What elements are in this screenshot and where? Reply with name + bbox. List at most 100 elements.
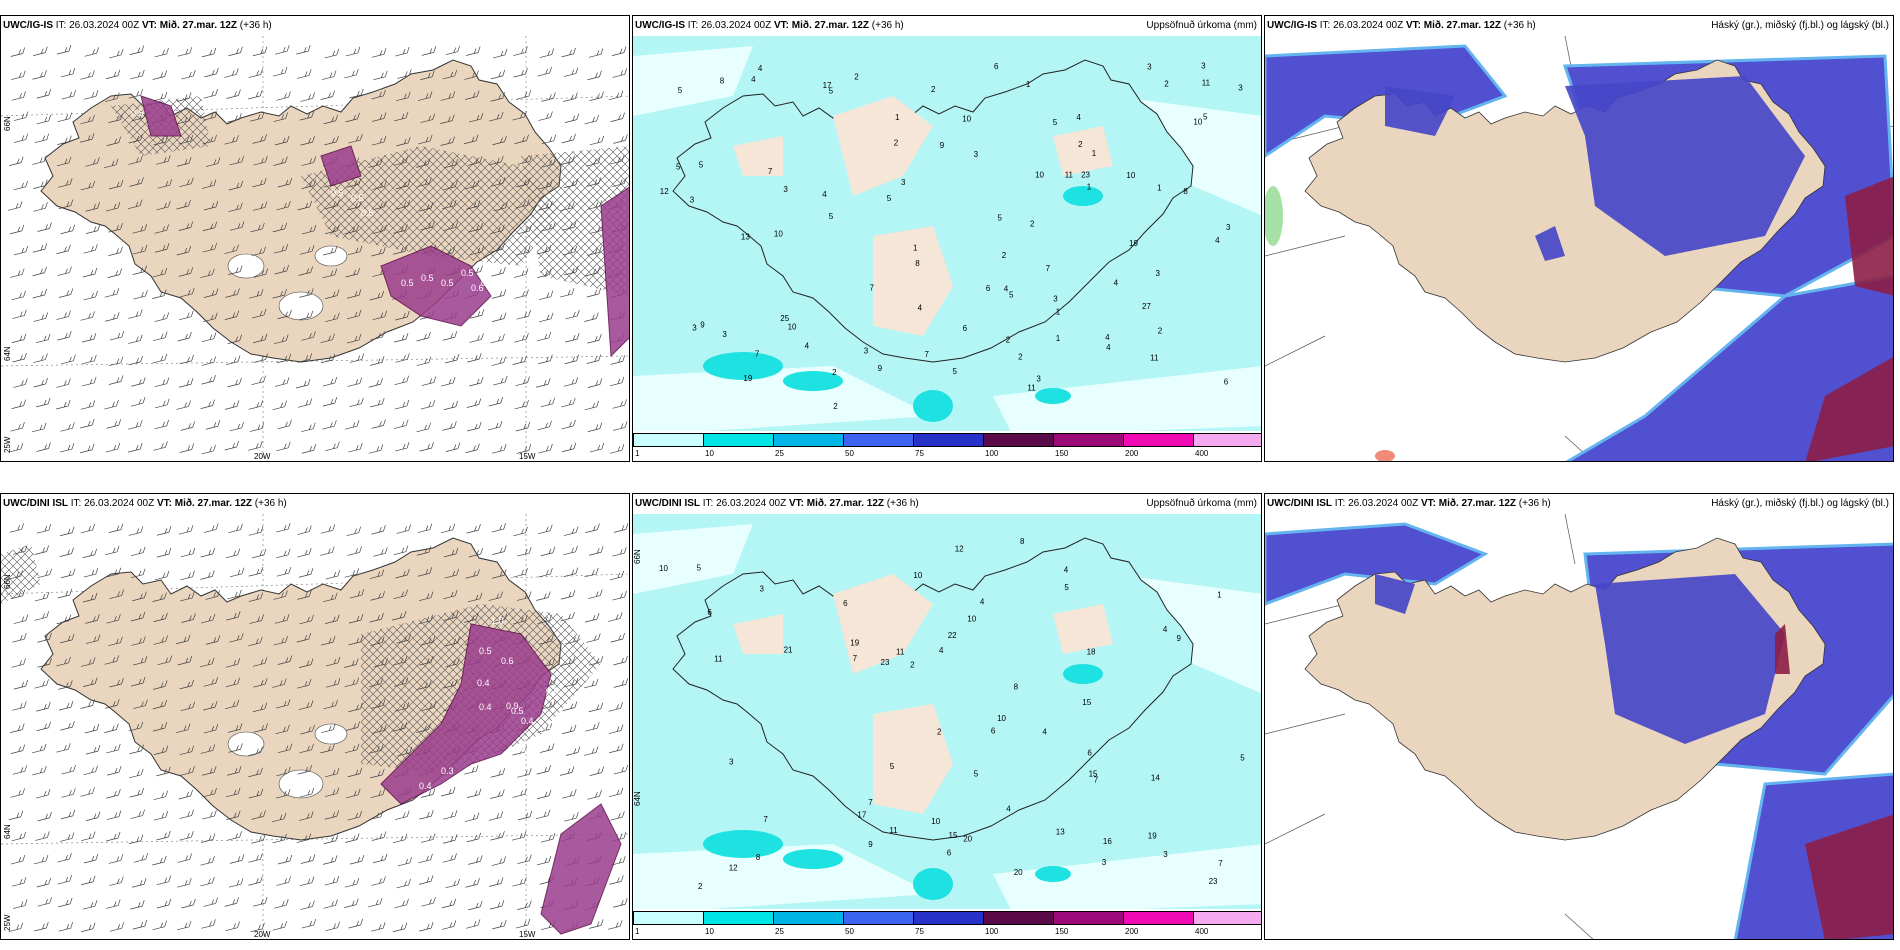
precip-value: 3 [1163,850,1168,859]
high-cloud [1845,176,1893,296]
snow-wind-map: 0.5 0.5 0.5 0.5 0.6 0.5 0.5 0.5 0.6 0.5 [1,36,629,461]
precip-value: 12 [955,545,964,554]
precip-value: 5 [887,194,892,203]
colorbar-tick: 50 [845,927,854,936]
precip-value: 4 [1114,278,1119,287]
precip-value: 4 [822,190,827,199]
precip-value: 23 [881,658,890,667]
precip-low [993,366,1261,436]
colorbar-swatch [843,911,914,925]
precip-value: 13 [741,233,750,242]
precip-value: 2 [833,402,838,411]
panel-header: UWC/DINI ISL IT: 26.03.2024 00Z VT: Mið.… [1265,494,1893,514]
colorbar-swatch [703,911,774,925]
snow-value: 0.5 [479,646,492,656]
mid-cloud-over-land [1535,226,1565,261]
mid-cloud-over-land [1375,574,1415,614]
precip-value: 1 [913,244,918,253]
precip-value: 1 [1026,80,1031,89]
panel-header: UWC/IG-IS IT: 26.03.2024 00Z VT: Mið. 27… [1,16,629,36]
precip-value: 19 [850,639,859,648]
colorbar-tick: 200 [1125,927,1139,936]
precip-colorbar: 1 10 25 50 75 100 150 200 400 [633,431,1261,461]
precip-low [633,844,933,914]
precip-value: 15 [1089,769,1098,778]
precip-value: 2 [910,661,915,670]
precip-value: 12 [660,187,669,196]
colorbar-tick: 50 [845,449,854,458]
precip-value: 4 [1106,343,1111,352]
dry-land [833,96,933,196]
precip-value: 3 [690,196,695,205]
lat-label-64: 64N [3,824,12,839]
precip-value: 6 [994,62,999,71]
snow-area [540,803,622,935]
precip-value: 4 [1076,113,1081,122]
precip-moderate [1063,186,1103,206]
colorbar-tick: 150 [1055,449,1069,458]
snow-value: 0.5 [331,188,344,198]
lead-time: (+36 h) [254,498,287,509]
model-name: UWC/IG-IS [1267,20,1317,31]
precip-value: 3 [864,346,869,355]
dry-land [1053,604,1113,654]
lead-time: (+36 h) [239,20,272,31]
precip-value: 2 [937,727,942,736]
precip-value: 2 [931,85,936,94]
precip-value: 4 [1105,333,1110,342]
panel-header: UWC/DINI ISL IT: 26.03.2024 00Z VT: Mið.… [1,494,629,514]
precip-value: 3 [1226,223,1231,232]
panel-header: UWC/IG-IS IT: 26.03.2024 00Z VT: Mið. 27… [1265,16,1893,36]
precip-value: 2 [854,73,859,82]
precip-map: 1214105108194161723711121319153211086475… [633,514,1261,939]
snow-value: 0.3 [521,746,534,756]
colorbar-swatch [843,433,914,447]
precip-value: 15 [1082,698,1091,707]
colorbar-swatch [773,433,844,447]
precip-value: 11 [1150,354,1159,363]
precip-moderate [783,849,843,869]
lon-label-20w: 20W [254,930,271,939]
init-time: IT: 26.03.2024 00Z [1334,498,1419,509]
snow-value: 0.6 [501,656,514,666]
precip-value: 5 [1064,583,1069,592]
precip-value: 5 [974,769,979,778]
hatched-area [301,146,561,266]
colorbar-tick: 25 [775,927,784,936]
precip-value: 8 [720,76,725,85]
valid-time-key: VT: [1405,20,1421,31]
precip-value: 2 [1078,140,1083,149]
hatched-area [1,544,41,604]
valid-time-key: VT: [1420,498,1436,509]
precip-value: 4 [1006,804,1011,813]
valid-time-key: VT: [141,20,157,31]
precip-low [633,46,753,116]
panel-header: UWC/IG-IS IT: 26.03.2024 00Z VT: Mið. 27… [633,16,1261,36]
precip-value: 1 [1157,184,1162,193]
precip-value: 7 [1094,775,1099,784]
precip-value: 1 [1217,590,1222,599]
precip-value: 5 [697,563,702,572]
precip-value: 4 [758,64,763,73]
snow-value: 0.5 [511,706,524,716]
colorbar-tick: 400 [1195,927,1209,936]
precip-value: 1 [1056,334,1061,343]
precip-value: 1 [895,113,900,122]
precip-value: 8 [1020,537,1025,546]
colorbar-tick: 1 [635,927,640,936]
precip-value: 10 [774,230,783,239]
precip-value: 5 [953,367,958,376]
precip-value: 1 [1056,308,1061,317]
precip-value: 4 [1004,285,1009,294]
high-cloud [1805,357,1893,461]
init-time: IT: 26.03.2024 00Z [702,498,787,509]
valid-time: Mið. 27.mar. 12Z [1438,498,1517,509]
precip-value: 2 [1030,220,1035,229]
precip-value: 5 [1240,754,1245,763]
precip-value: 19 [1148,832,1157,841]
precip-low [633,366,933,436]
colorbar-tick: 75 [915,449,924,458]
valid-time-key: VT: [773,20,789,31]
precip-value: 3 [1201,62,1206,71]
